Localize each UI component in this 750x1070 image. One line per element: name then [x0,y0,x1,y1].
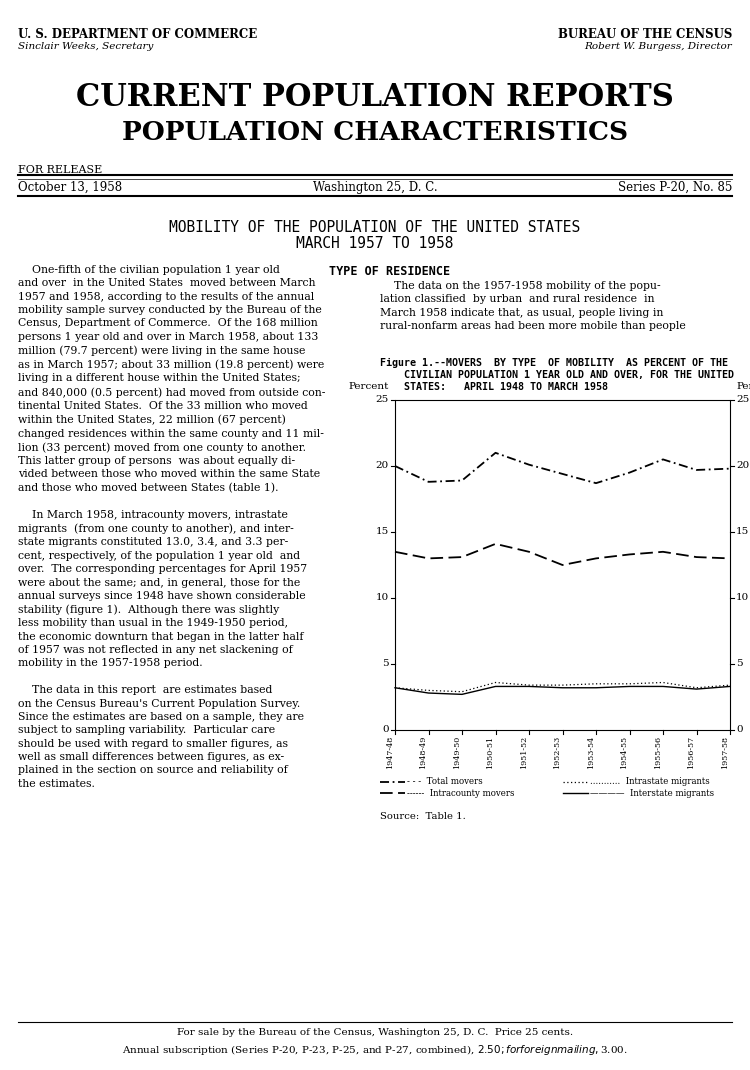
Text: 1953-54: 1953-54 [587,736,595,769]
Text: 1952-53: 1952-53 [554,736,562,769]
Text: Robert W. Burgess, Director: Robert W. Burgess, Director [584,42,732,51]
Text: 15: 15 [736,528,749,536]
Text: 1954-55: 1954-55 [620,736,628,769]
Text: CURRENT POPULATION REPORTS: CURRENT POPULATION REPORTS [76,82,674,113]
Text: 0: 0 [736,725,742,734]
Text: MARCH 1957 TO 1958: MARCH 1957 TO 1958 [296,236,454,251]
Text: BUREAU OF THE CENSUS: BUREAU OF THE CENSUS [557,28,732,41]
Text: 1951-52: 1951-52 [520,736,528,769]
Text: 15: 15 [376,528,389,536]
Text: 10: 10 [376,594,389,602]
Text: Series P-20, No. 85: Series P-20, No. 85 [618,181,732,194]
Text: FOR RELEASE: FOR RELEASE [18,165,102,175]
Text: Sinclair Weeks, Secretary: Sinclair Weeks, Secretary [18,42,153,51]
Text: 10: 10 [736,594,749,602]
Text: For sale by the Bureau of the Census, Washington 25, D. C.  Price 25 cents.: For sale by the Bureau of the Census, Wa… [177,1028,573,1037]
Text: 20: 20 [736,461,749,471]
Text: - - -  Total movers: - - - Total movers [407,778,483,786]
Text: 25: 25 [376,396,389,404]
Text: Source:  Table 1.: Source: Table 1. [380,812,466,821]
Text: 1949-50: 1949-50 [453,736,461,769]
Text: Washington 25, D. C.: Washington 25, D. C. [313,181,437,194]
Text: U. S. DEPARTMENT OF COMMERCE: U. S. DEPARTMENT OF COMMERCE [18,28,257,41]
Text: STATES:   APRIL 1948 TO MARCH 1958: STATES: APRIL 1948 TO MARCH 1958 [380,382,608,392]
Text: ...........  Intrastate migrants: ........... Intrastate migrants [590,778,710,786]
Text: ------  Intracounty movers: ------ Intracounty movers [407,789,515,797]
Text: 1956-57: 1956-57 [688,736,695,769]
Bar [395,400,730,730]
Text: Figure 1.--MOVERS  BY TYPE  OF MOBILITY  AS PERCENT OF THE: Figure 1.--MOVERS BY TYPE OF MOBILITY AS… [380,358,728,368]
Text: Annual subscription (Series P-20, P-23, P-25, and P-27, combined), $2.50; for fo: Annual subscription (Series P-20, P-23, … [122,1043,628,1057]
Text: 1947-48: 1947-48 [386,736,394,769]
Text: 1957-58: 1957-58 [721,736,729,769]
Text: 20: 20 [376,461,389,471]
Text: MOBILITY OF THE POPULATION OF THE UNITED STATES: MOBILITY OF THE POPULATION OF THE UNITED… [170,220,580,235]
Text: The data on the 1957-1958 mobility of the popu-
lation classified  by urban  and: The data on the 1957-1958 mobility of th… [380,281,686,331]
Text: CIVILIAN POPULATION 1 YEAR OLD AND OVER, FOR THE UNITED: CIVILIAN POPULATION 1 YEAR OLD AND OVER,… [380,370,734,380]
Text: TYPE OF RESIDENCE: TYPE OF RESIDENCE [329,265,451,278]
Text: One-fifth of the civilian population 1 year old
and over  in the United States  : One-fifth of the civilian population 1 y… [18,265,326,789]
Text: 5: 5 [736,659,742,669]
Text: 1948-49: 1948-49 [419,736,428,769]
Text: 5: 5 [382,659,389,669]
Text: 1955-56: 1955-56 [654,736,662,769]
Text: October 13, 1958: October 13, 1958 [18,181,122,194]
Text: POPULATION CHARACTERISTICS: POPULATION CHARACTERISTICS [122,120,628,146]
Text: 1950-51: 1950-51 [487,736,494,769]
Text: 25: 25 [736,396,749,404]
Text: 0: 0 [382,725,389,734]
Text: Percent: Percent [736,382,750,391]
Text: ————  Interstate migrants: ———— Interstate migrants [590,789,714,797]
Text: Percent: Percent [349,382,389,391]
